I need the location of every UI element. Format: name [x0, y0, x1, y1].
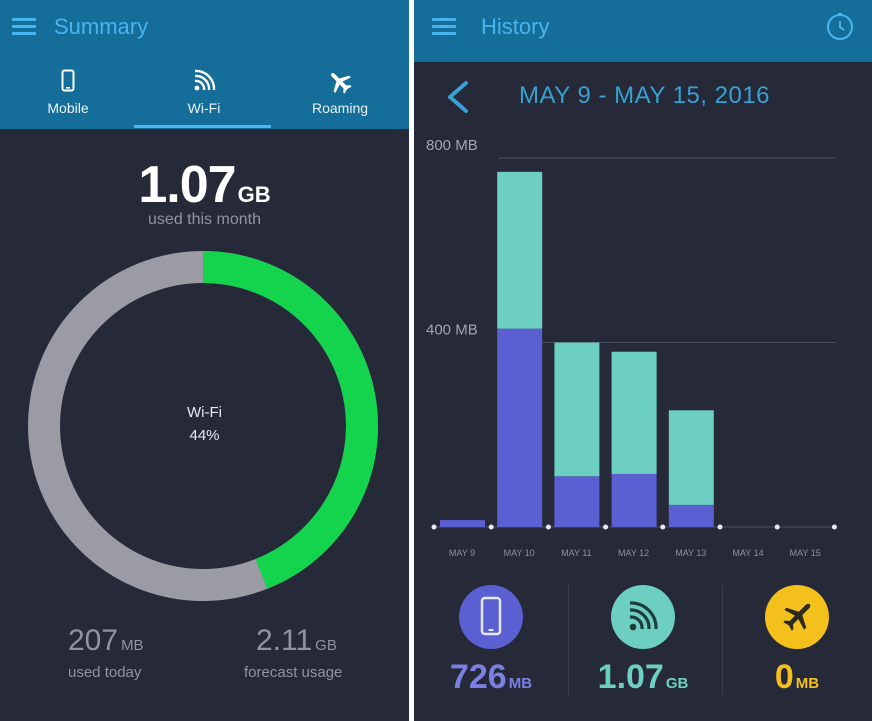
summary-roaming-unit: MB: [795, 675, 820, 692]
gridline-label: 800 MB: [426, 137, 478, 154]
tab-mobile[interactable]: Mobile: [0, 62, 136, 129]
forecast-usage: 2.11 GB: [256, 624, 337, 658]
summary-roaming-badge: [765, 585, 829, 649]
summary-wifi-badge: [611, 585, 675, 649]
bar-segment: [497, 328, 543, 527]
axis-dot: [431, 524, 437, 530]
axis-dot: [660, 524, 666, 530]
summary-mobile-total: 726 MB: [416, 658, 566, 697]
axis-dot: [774, 524, 780, 530]
date-range: MAY 9 - MAY 15, 2016: [519, 82, 771, 109]
today-usage: 207 MB: [68, 624, 144, 658]
clock-icon[interactable]: [825, 12, 855, 42]
summary-mobile: 726 MB: [416, 585, 566, 705]
gridline-label: 400 MB: [426, 322, 478, 339]
monthly-usage-caption: used this month: [148, 211, 261, 228]
axis-dot: [603, 524, 609, 530]
bar-segment: [611, 473, 657, 527]
usage-tabs: Mobile Wi-Fi Roaming: [0, 62, 409, 129]
donut-center-label: Wi-Fi: [187, 404, 222, 421]
axis-dot: [545, 524, 551, 530]
bar-segment: [440, 520, 485, 527]
phone-icon: [61, 69, 75, 92]
today-usage-value: 207: [68, 624, 119, 657]
today-usage-caption: used today: [68, 664, 142, 681]
history-bar-chart: 800 MB 400 MB MAY 9 MAY 10 MAY 11 MAY 12 MAY 1…: [426, 137, 837, 558]
summary-wifi-value: 1.07: [597, 658, 664, 696]
summary-divider: [568, 585, 569, 695]
history-screen: History MAY 9 - MAY 15, 2016 800 MB 400 M…: [414, 0, 872, 721]
phone-icon: [480, 596, 502, 636]
summary-roaming: 0 MB: [722, 585, 872, 705]
bar-segment: [668, 504, 714, 527]
summary-wifi: 1.07 GB: [568, 585, 718, 705]
axis-dot: [488, 524, 494, 530]
summary-divider: [722, 585, 723, 695]
wifi-share-donut: [28, 251, 378, 601]
tab-roaming-label: Roaming: [311, 100, 369, 116]
axis-dot: [717, 524, 723, 530]
summary-title: Summary: [54, 14, 149, 39]
bar-segment: [668, 410, 714, 505]
x-tick-label: MAY 13: [675, 548, 706, 558]
tab-mobile-label: Mobile: [47, 100, 89, 116]
x-tick-label: MAY 15: [790, 548, 821, 558]
x-tick-label: MAY 10: [504, 548, 535, 558]
summary-roaming-total: 0 MB: [722, 658, 872, 697]
back-chevron-icon[interactable]: [444, 80, 470, 114]
tab-roaming[interactable]: Roaming: [272, 62, 408, 129]
summary-wifi-total: 1.07 GB: [568, 658, 718, 697]
summary-app-bar: Summary: [0, 0, 409, 62]
summary-screen: Summary Mobile Wi-Fi Roam: [0, 0, 409, 721]
history-app-bar: History: [414, 0, 872, 62]
selected-tab-indicator: [134, 125, 271, 128]
bar-segment: [554, 342, 600, 477]
x-tick-label: MAY 11: [561, 548, 592, 558]
x-tick-label: MAY 9: [449, 548, 475, 558]
forecast-usage-unit: GB: [315, 637, 337, 654]
history-title: History: [481, 14, 550, 39]
x-tick-label: MAY 14: [732, 548, 763, 558]
bar-segment: [554, 476, 600, 527]
donut-center-percent: 44%: [189, 427, 220, 444]
summary-mobile-badge: [459, 585, 523, 649]
summary-wifi-unit: GB: [665, 675, 689, 692]
airplane-icon: [331, 73, 352, 94]
summary-roaming-value: 0: [774, 658, 794, 696]
wifi-icon: [194, 69, 216, 91]
menu-icon[interactable]: [432, 18, 456, 36]
today-usage-unit: MB: [121, 637, 144, 654]
wifi-icon: [629, 601, 658, 631]
summary-mobile-value: 726: [449, 658, 507, 696]
airplane-icon: [783, 603, 811, 631]
summary-mobile-unit: MB: [508, 675, 533, 692]
donut-wifi-arc: [28, 251, 378, 601]
bar-segment: [497, 171, 543, 329]
monthly-usage-unit: GB: [237, 182, 271, 207]
forecast-usage-caption: forecast usage: [244, 664, 343, 681]
menu-icon[interactable]: [12, 18, 36, 36]
monthly-usage-value: 1.07: [138, 156, 236, 214]
tab-wifi-label: Wi-Fi: [187, 100, 221, 116]
monthly-usage: 1.07GB: [0, 155, 409, 215]
bar-segment: [611, 351, 657, 474]
x-tick-label: MAY 12: [618, 548, 649, 558]
forecast-usage-value: 2.11: [256, 624, 313, 657]
tab-wifi[interactable]: Wi-Fi: [136, 62, 272, 129]
axis-dot: [831, 524, 837, 530]
